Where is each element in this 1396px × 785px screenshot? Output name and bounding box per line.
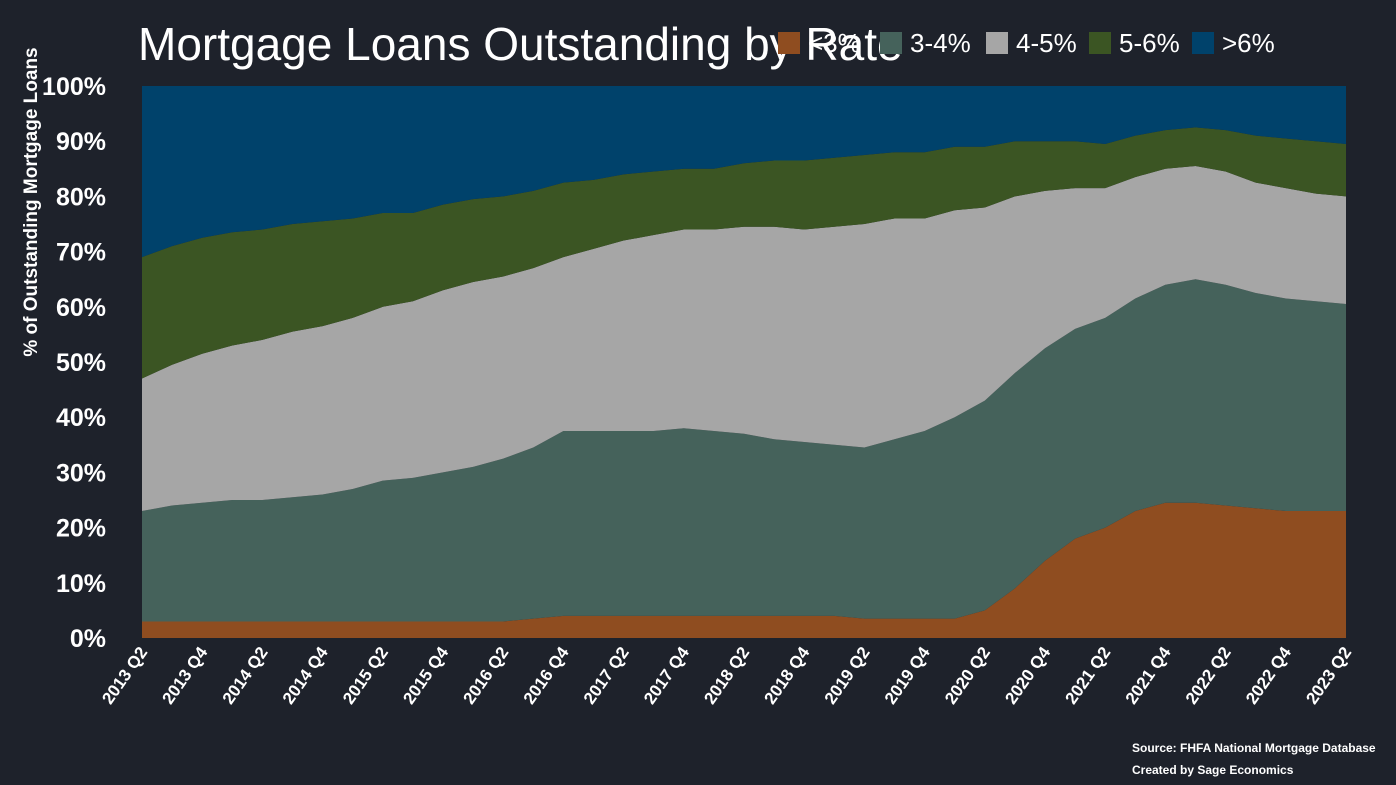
legend-swatch [1089,32,1111,54]
legend-swatch [778,32,800,54]
y-tick-label: 60% [56,294,106,322]
x-tick-label: 2019 Q4 [881,643,934,708]
area-series-4 [142,86,1346,258]
legend-swatch [880,32,902,54]
y-axis: 0% 10% 20% 30% 40% 50% 60% 70% 80% 90% 100% [42,73,106,653]
x-tick-label: 2016 Q4 [520,643,573,708]
legend-label: 3-4% [910,28,971,58]
x-tick-label: 2023 Q2 [1302,643,1355,707]
x-tick-label: 2017 Q2 [580,643,633,707]
x-tick-label: 2020 Q2 [941,643,994,707]
legend-label: 4-5% [1016,28,1077,58]
x-tick-label: 2020 Q4 [1001,643,1054,708]
y-tick-label: 100% [42,73,106,101]
x-tick-label: 2015 Q2 [339,643,392,707]
legend-label: >6% [1222,28,1275,58]
y-tick-label: 0% [70,625,106,653]
area-series-1 [142,279,1346,622]
y-tick-label: 80% [56,183,106,211]
x-tick-label: 2022 Q4 [1242,643,1295,708]
y-tick-label: 50% [56,349,106,377]
x-tick-label: 2022 Q2 [1182,643,1235,707]
x-tick-label: 2013 Q4 [158,643,211,708]
area-series-3 [142,127,1346,379]
y-tick-label: 90% [56,128,106,156]
plot-areas [142,86,1346,638]
x-tick-label: 2021 Q4 [1122,643,1175,708]
y-axis-label: % of Outstanding Mortgage Loans [21,47,42,356]
legend-swatch [1192,32,1214,54]
legend-label: 5-6% [1119,28,1180,58]
x-tick-label: 2021 Q2 [1061,643,1114,707]
y-tick-label: 40% [56,404,106,432]
x-tick-label: 2016 Q2 [459,643,512,707]
x-tick-label: 2013 Q2 [98,643,151,707]
x-tick-label: 2017 Q4 [640,643,693,708]
chart-title: Mortgage Loans Outstanding by Rate [138,18,903,70]
y-tick-label: 20% [56,515,106,543]
y-tick-label: 70% [56,239,106,267]
credit-note: Created by Sage Economics [1132,763,1294,777]
area-series-0 [142,502,1346,638]
x-tick-label: 2019 Q2 [821,643,874,707]
x-tick-label: 2014 Q4 [279,643,332,708]
y-tick-label: 10% [56,570,106,598]
legend-label: <3% [808,28,861,58]
y-tick-label: 30% [56,459,106,487]
x-tick-label: 2014 Q2 [219,643,272,707]
area-series-2 [142,166,1346,512]
legend: <3% 3-4% 4-5% 5-6% >6% [778,28,1275,58]
source-note: Source: FHFA National Mortgage Database [1132,741,1376,755]
x-axis: 2013 Q2 2013 Q4 2014 Q2 2014 Q4 2015 Q2 2015 … [98,643,1355,708]
x-tick-label: 2018 Q2 [700,643,753,707]
x-tick-label: 2015 Q4 [399,643,452,708]
x-tick-label: 2018 Q4 [760,643,813,708]
legend-swatch [986,32,1008,54]
